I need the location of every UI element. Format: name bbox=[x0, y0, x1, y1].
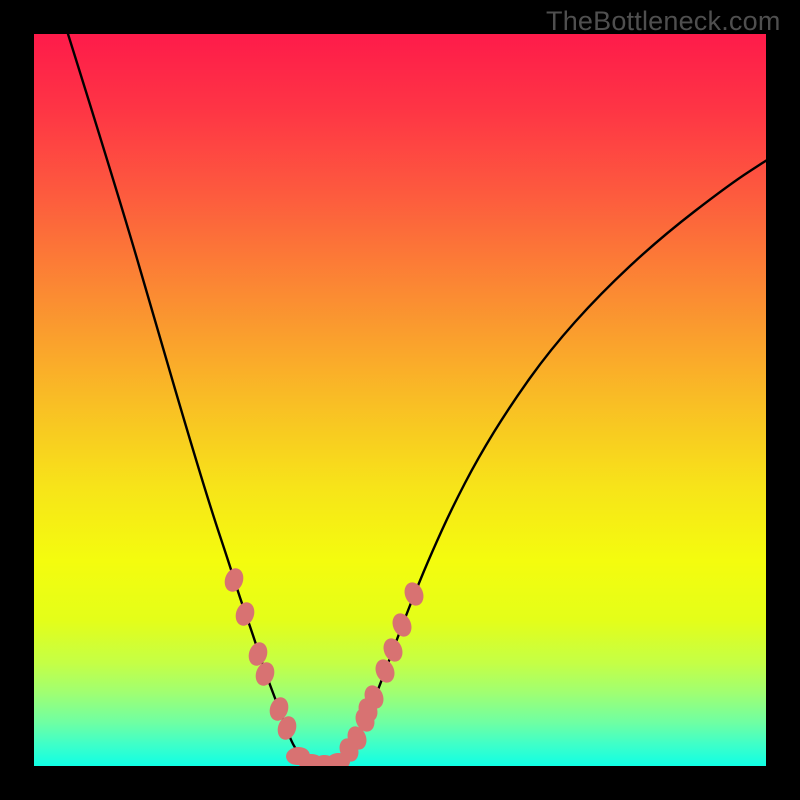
watermark-text: TheBottleneck.com bbox=[546, 6, 781, 37]
chart-svg bbox=[0, 0, 800, 800]
